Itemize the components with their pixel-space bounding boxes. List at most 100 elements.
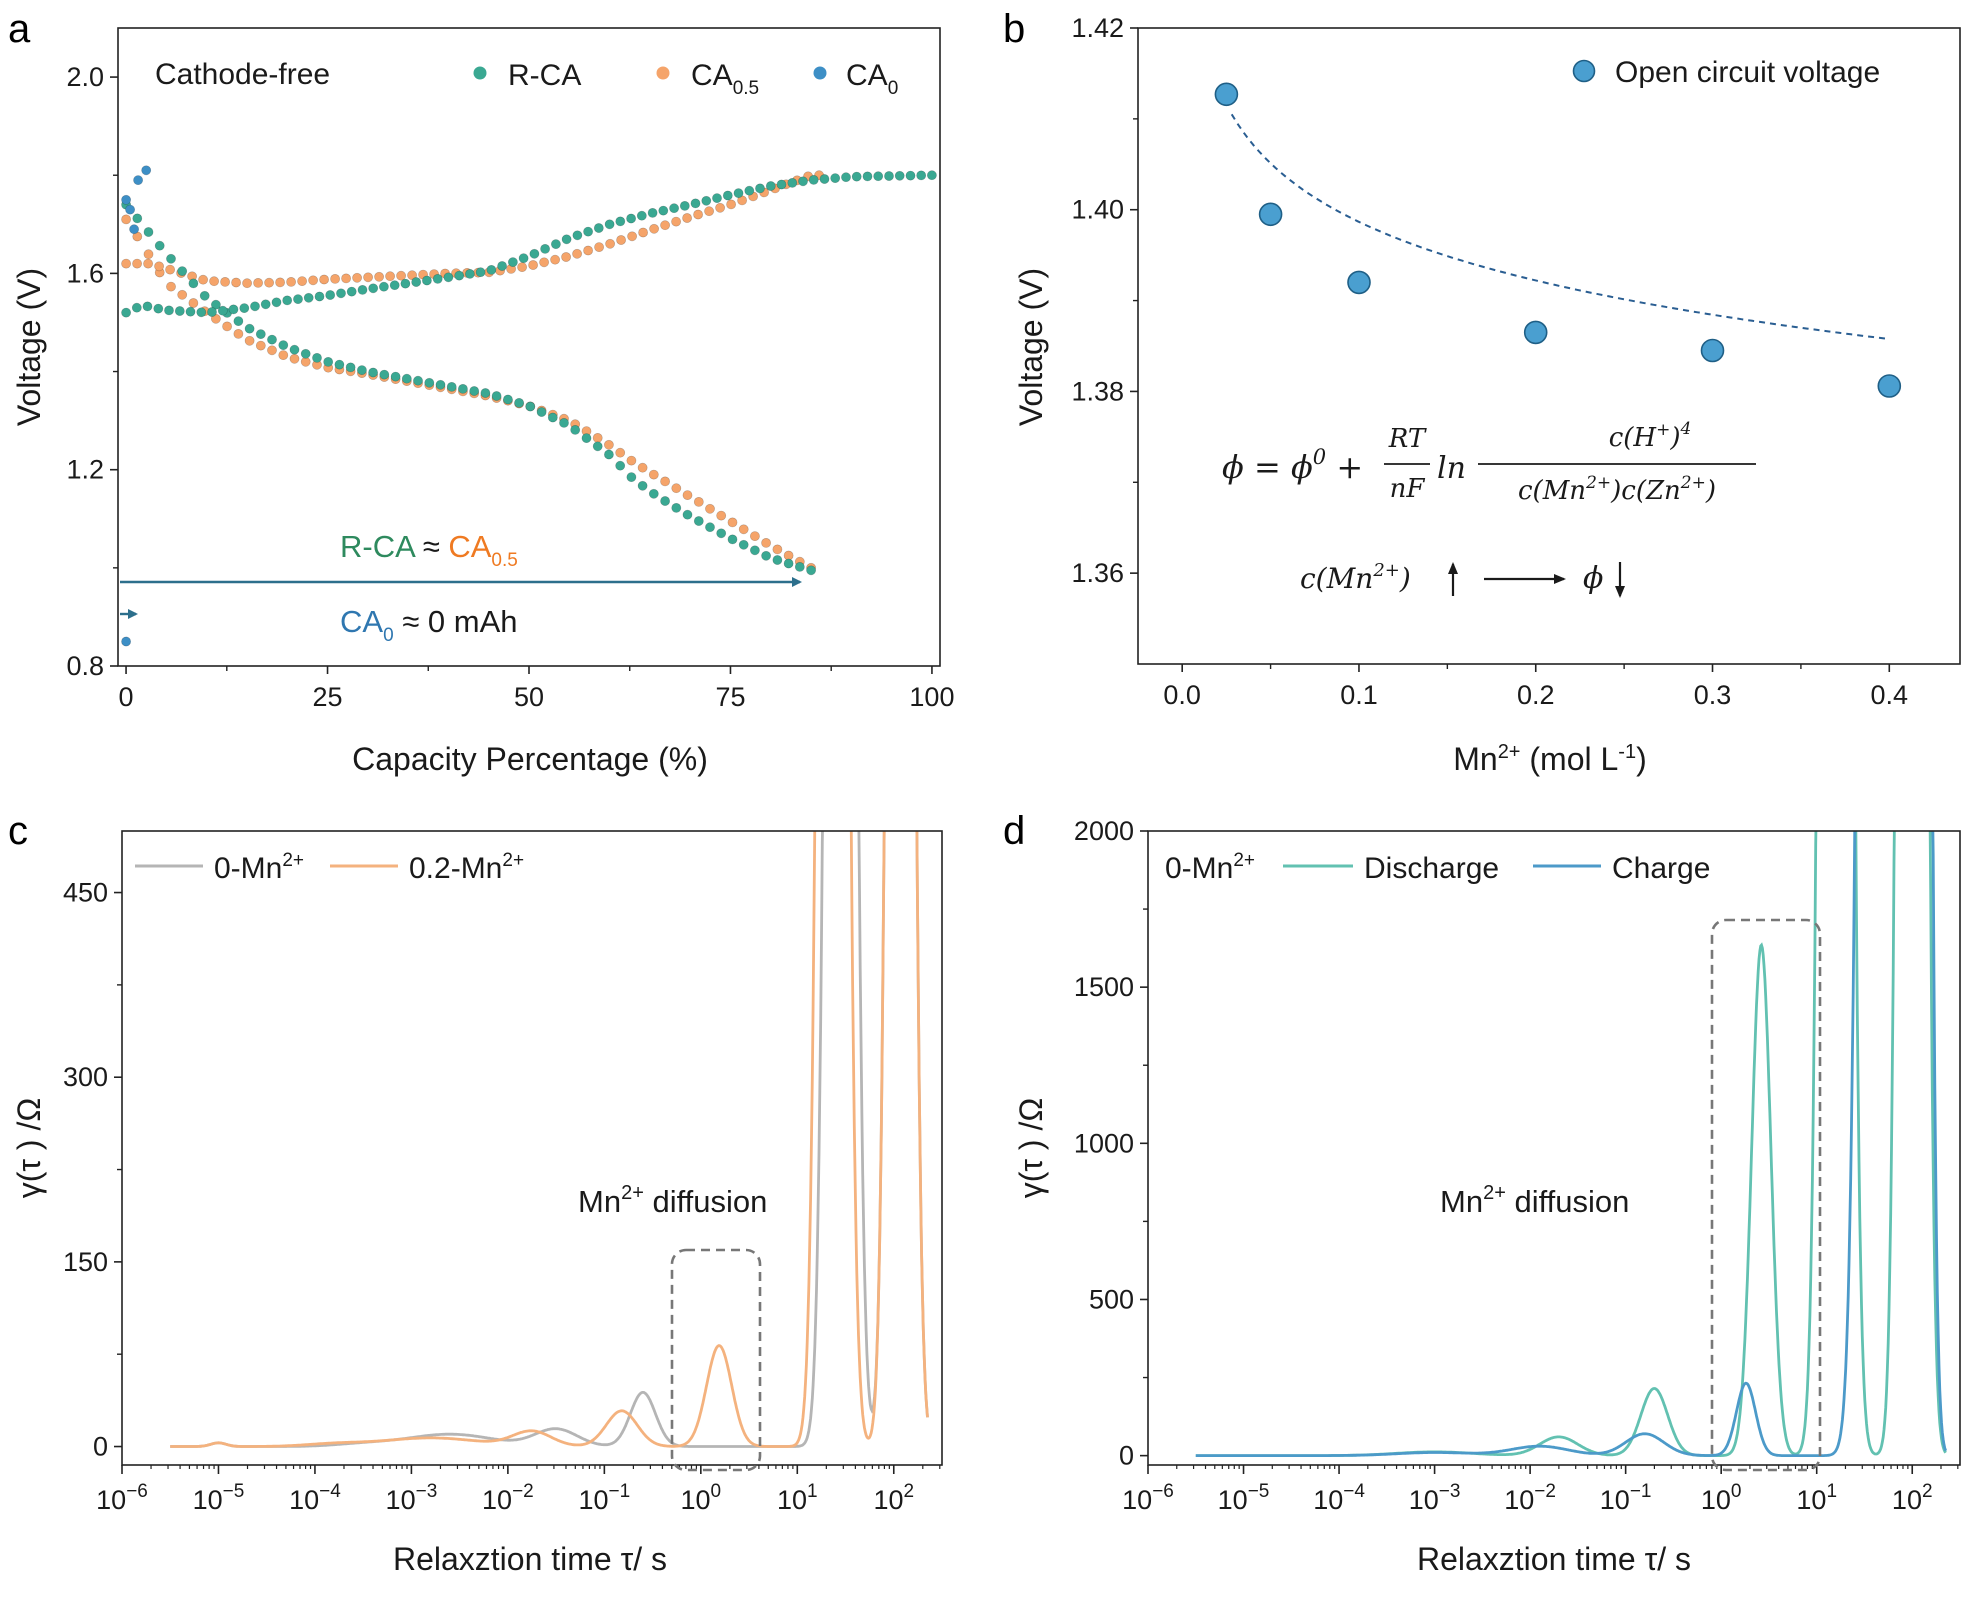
legend-label-ocv: Open circuit voltage [1615,56,1880,89]
data-point [798,176,808,187]
data-point [253,277,263,288]
data-point [806,565,816,576]
data-point [143,227,154,237]
legend-marker-ca0 [813,66,827,80]
data-point [750,545,760,556]
data-point [264,277,274,288]
data-point [389,280,400,291]
data-point [356,365,367,375]
data-point [486,264,497,275]
data-point [787,177,798,188]
data-point [198,274,208,285]
data-point [345,362,356,373]
data-point [278,350,289,360]
series-line-1 [1195,831,1948,1457]
data-point [432,273,443,284]
panel-d: d 10−6 10−5 10−4 10−3 10−2 10−1 100 101 10205001… [1003,809,1961,1577]
panel-b: b 0.0 0.1 0.2 0.3 0.4 1.36 1.38 1.40 1.42 Mn2+ (… [1003,7,1961,777]
data-point [385,271,395,282]
data-point [207,307,217,317]
data-point [446,381,457,392]
data-point [693,496,704,507]
data-point [637,480,648,491]
panel-a-label: a [8,7,31,51]
data-point [267,345,277,356]
data-point [658,205,669,216]
x-tick-label: 50 [514,682,544,712]
data-point [561,234,572,245]
data-point [121,258,131,269]
panel-b-ylabel: Voltage (V) [1013,268,1049,426]
y-tick-label: 1000 [1074,1128,1134,1158]
data-point [154,261,164,272]
data-point [319,274,329,285]
data-point [177,266,188,276]
panel-d-label: d [1003,809,1025,853]
data-point [132,258,142,269]
data-point [233,328,244,339]
x-tick-label: 0.1 [1340,680,1378,710]
data-point [271,297,282,308]
data-point [570,424,581,435]
y-tick-label: 1500 [1074,972,1134,1002]
data-point [293,294,303,304]
data-point [592,441,603,452]
eq-den: c(Mn2+)c(Zn2+) [1518,473,1716,506]
x-tick-label: 100 [1701,1481,1742,1515]
data-point [435,379,446,390]
panel-b-marks [1214,82,1902,398]
data-point [308,275,318,286]
data-point [174,306,185,316]
data-point [330,273,340,284]
panel-c-label: c [8,809,28,853]
data-point [131,302,142,313]
legend-label-02mn: 0.2-Mn2+ [409,850,524,885]
y-tick-label: 1.40 [1071,195,1124,225]
data-point [142,301,153,312]
data-point [1214,82,1239,107]
x-tick-label: 10−1 [1600,1481,1652,1515]
y-tick-label: 450 [63,878,108,908]
x-tick-label: 25 [313,682,343,712]
data-point [165,264,175,275]
data-point [517,262,527,272]
data-point [424,377,435,388]
panel-b-label: b [1003,7,1025,51]
data-point [772,555,783,565]
data-point [188,298,199,308]
data-point [242,278,252,289]
legend-label-ca0: CA0 [846,59,898,99]
plot-area [170,831,929,1448]
data-point [250,301,260,312]
data-point [164,305,174,316]
data-point [407,270,417,281]
data-point [693,516,704,526]
data-point [125,204,136,215]
data-point [561,252,571,262]
data-point [744,185,755,196]
data-point [244,323,255,334]
data-point [475,267,486,278]
data-point [121,307,131,318]
panel-c-ticks: 10−6 10−5 10−4 10−3 10−2 10−1 100 101 102 0 150 300… [63,878,941,1515]
panel-c-frame [121,830,943,1466]
series-line-0 [1195,831,1947,1457]
data-point [289,353,300,364]
data-point [196,307,207,318]
panel-b-ticks: 0.0 0.1 0.2 0.3 0.4 1.36 1.38 1.40 1.42 [1071,13,1908,710]
data-point [143,258,153,269]
data-point [671,216,681,227]
trend-relation: c(Mn2+) ϕ [1300,560,1625,598]
panel-a-xlabel: Capacity Percentage (%) [352,741,708,777]
x-tick-label: 10−4 [1313,1481,1365,1515]
x-tick-label: 10−2 [1504,1481,1556,1515]
data-point [323,356,334,367]
data-point [529,248,540,259]
x-tick-label: 10−4 [289,1481,341,1515]
data-point [581,433,592,443]
plot-area [1195,831,1948,1457]
data-point [539,257,549,268]
x-tick-label: 10−2 [482,1481,534,1515]
data-point [413,375,423,386]
legend-label-ca05: CA0.5 [691,59,759,99]
